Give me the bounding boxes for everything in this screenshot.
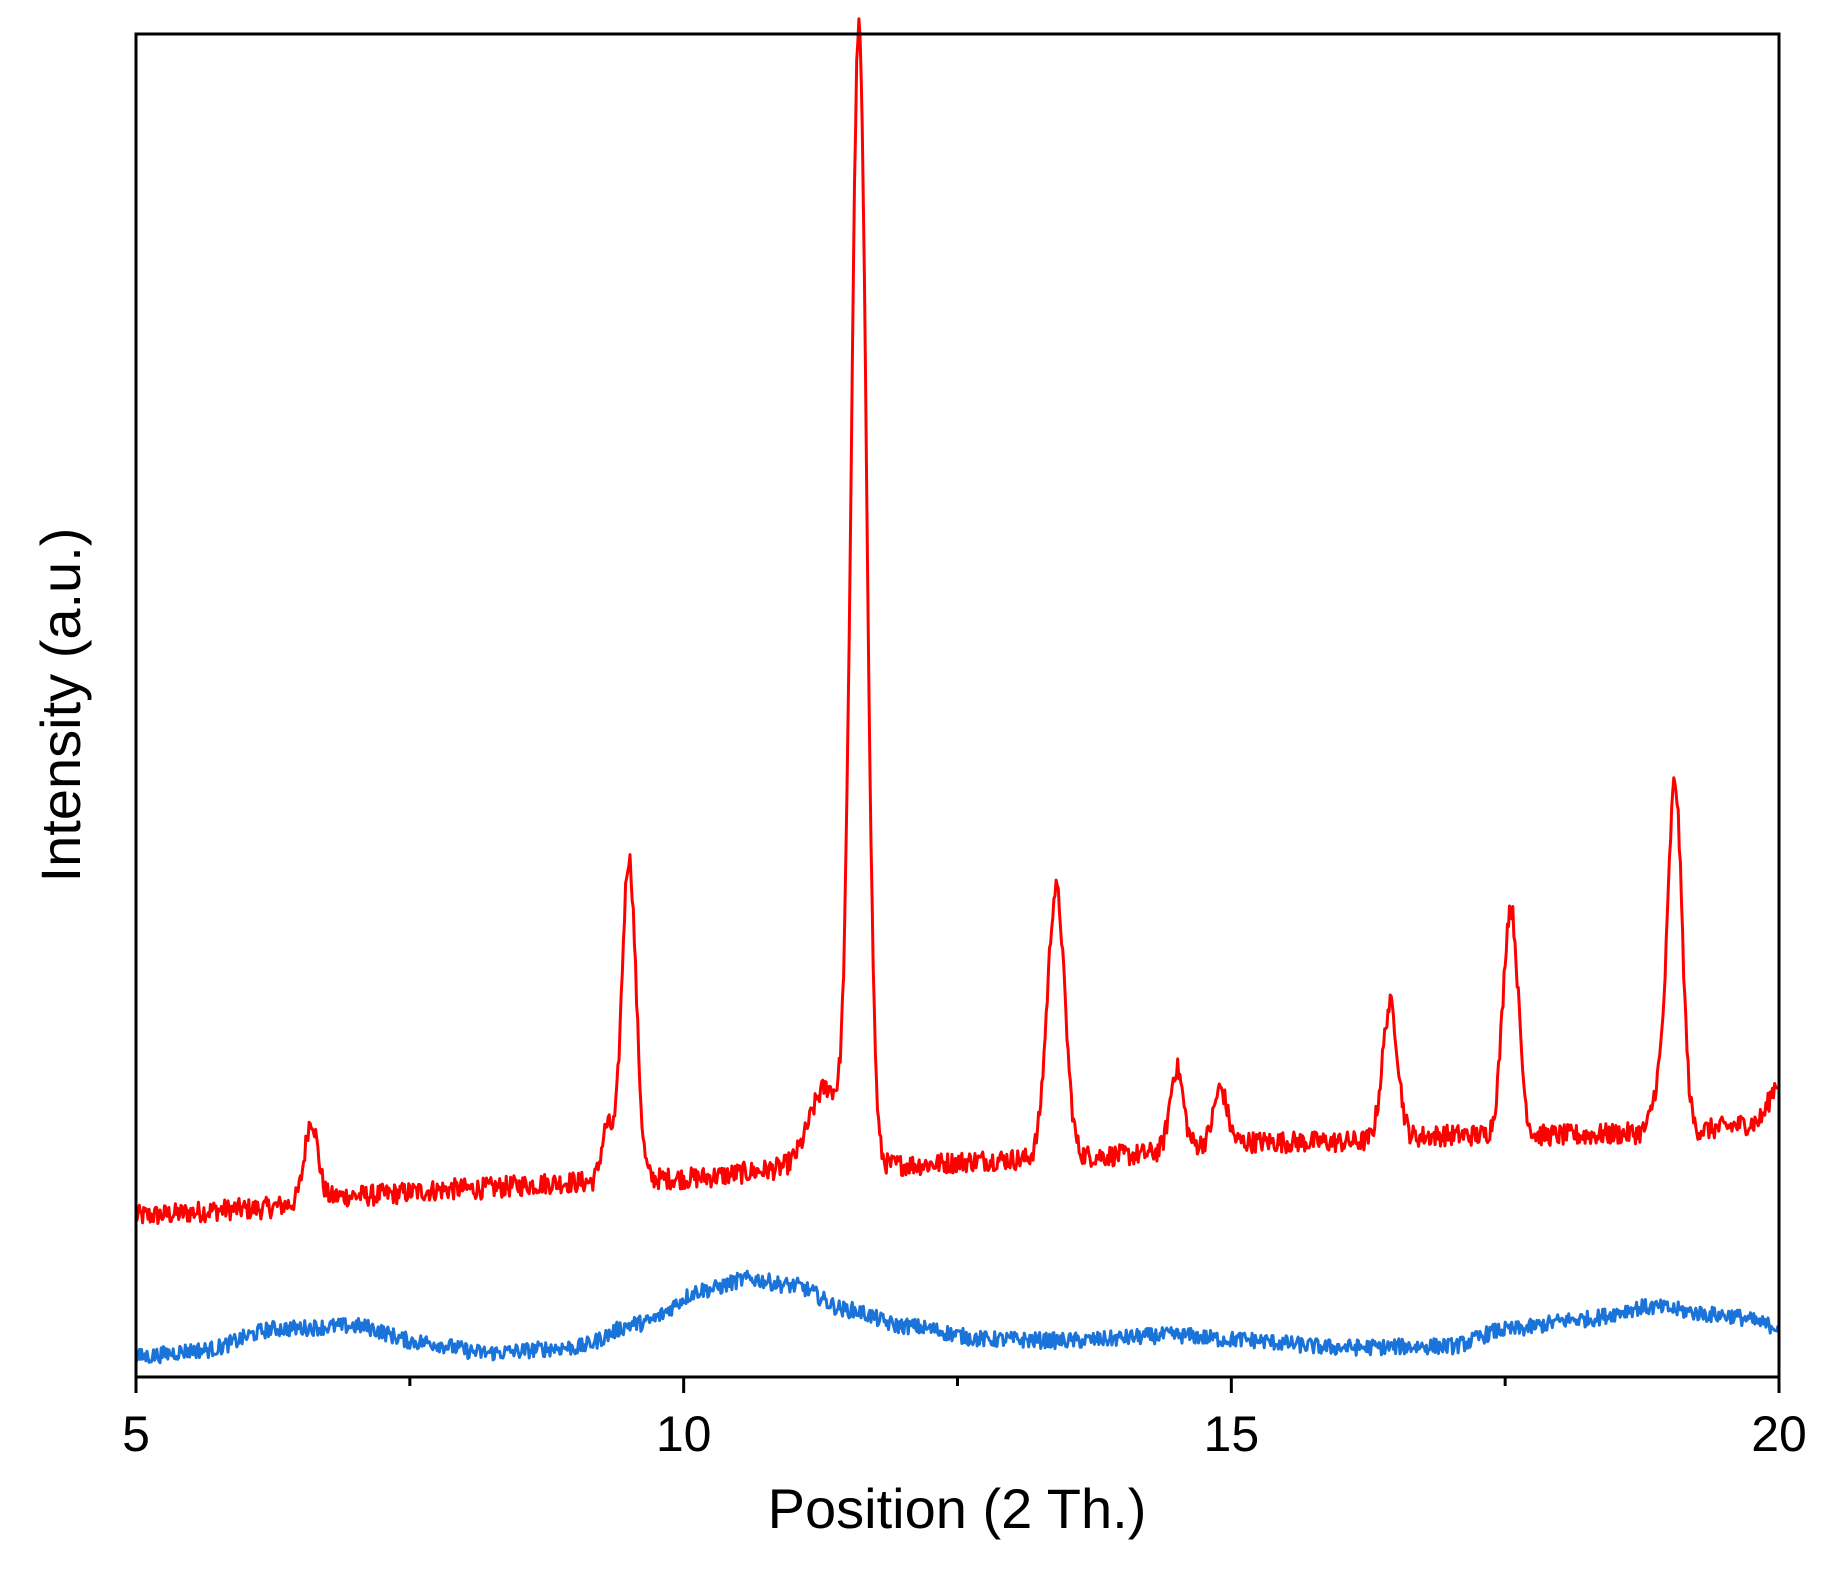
y-axis-label: Intensity (a.u.) (29, 528, 92, 883)
x-tick-label: 20 (1751, 1406, 1807, 1462)
plot-series-group (134, 17, 1781, 1365)
x-axis-ticks (134, 1377, 1781, 1393)
plot-frame (134, 32, 1781, 1379)
series-line-blue (134, 1269, 1781, 1365)
x-tick-label: 10 (656, 1406, 712, 1462)
x-tick-label: 5 (122, 1406, 150, 1462)
x-tick-label: 15 (1204, 1406, 1260, 1462)
x-axis-label: Position (2 Th.) (768, 1477, 1147, 1540)
series-line-red (134, 17, 1781, 1225)
x-axis-tick-labels: 5 10 15 20 (122, 1406, 1807, 1462)
